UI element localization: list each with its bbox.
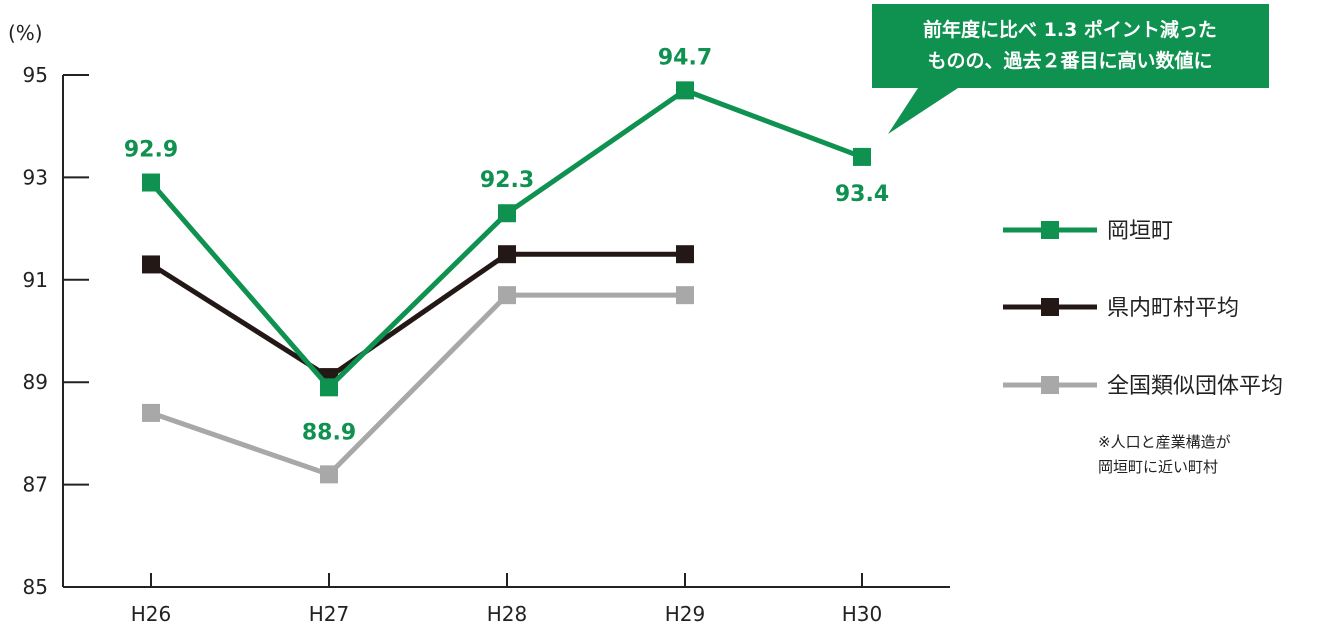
x-tick-label: H28	[487, 602, 528, 626]
data-point-marker	[142, 404, 160, 422]
legend-item: 全国類似団体平均	[1003, 374, 1283, 399]
y-axis-unit-label: (%)	[8, 21, 43, 45]
legend-label: 全国類似団体平均	[1107, 374, 1283, 399]
legend-item: 岡垣町	[1003, 219, 1173, 244]
data-label: 92.9	[124, 138, 178, 163]
y-tick-label: 85	[23, 575, 48, 599]
legend-label: 岡垣町	[1107, 219, 1173, 244]
data-point-marker	[676, 245, 694, 263]
footnote-line-2: 岡垣町に近い町村	[1098, 458, 1218, 476]
series-line	[151, 295, 685, 474]
legend-swatch-marker	[1041, 221, 1059, 239]
series-layer	[142, 81, 871, 483]
legend-swatch-marker	[1041, 298, 1059, 316]
y-tick-label: 87	[23, 473, 48, 497]
legend-swatch-marker	[1041, 376, 1059, 394]
y-tick-label: 93	[23, 165, 48, 189]
callout-line-1: 前年度に比べ 1.3 ポイント減った	[923, 18, 1217, 41]
y-tick-label: 91	[23, 268, 48, 292]
x-tick-label: H27	[309, 602, 350, 626]
x-tick-label: H26	[131, 602, 172, 626]
callout-tail	[888, 88, 958, 134]
legend-label: 県内町村平均	[1107, 296, 1239, 321]
series-okagaki	[142, 81, 871, 396]
x-tick-label: H30	[842, 602, 883, 626]
callout-box	[872, 4, 1269, 88]
data-point-marker	[498, 245, 516, 263]
data-label: 94.7	[658, 45, 712, 70]
data-point-marker	[853, 148, 871, 166]
footnote-line-1: ※人口と産業構造が	[1098, 433, 1231, 451]
x-tick-label: H29	[665, 602, 706, 626]
data-point-marker	[498, 286, 516, 304]
legend-item: 県内町村平均	[1003, 296, 1239, 321]
data-point-marker	[142, 255, 160, 273]
data-point-marker	[320, 378, 338, 396]
callout-annotation: 前年度に比べ 1.3 ポイント減った ものの、過去２番目に高い数値に	[872, 4, 1269, 134]
y-tick-label: 95	[23, 63, 48, 87]
data-label: 88.9	[302, 420, 356, 445]
data-point-marker	[142, 174, 160, 192]
y-tick-label: 89	[23, 370, 48, 394]
data-point-marker	[676, 81, 694, 99]
callout-line-2: ものの、過去２番目に高い数値に	[927, 49, 1212, 72]
data-label: 93.4	[835, 182, 889, 207]
data-point-marker	[498, 204, 516, 222]
data-label: 92.3	[480, 168, 534, 193]
data-point-marker	[676, 286, 694, 304]
data-point-marker	[320, 465, 338, 483]
series-line	[151, 90, 862, 387]
